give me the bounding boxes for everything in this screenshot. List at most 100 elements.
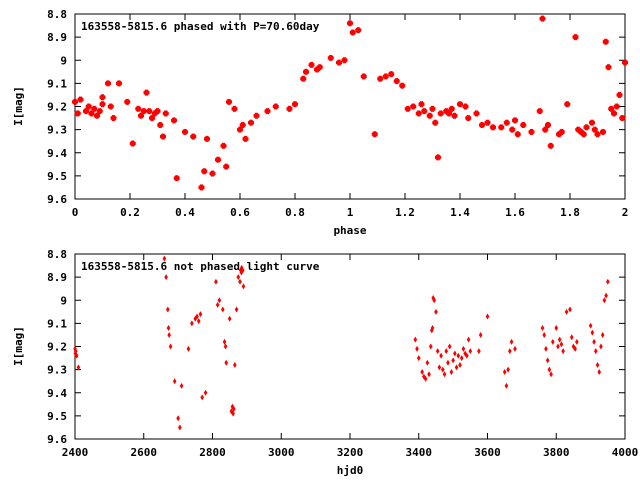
data-point	[236, 274, 241, 281]
data-point	[416, 355, 421, 362]
data-point	[425, 359, 430, 366]
data-point	[542, 331, 547, 338]
y-tick-label: 9.3	[47, 364, 67, 377]
data-point	[429, 105, 436, 112]
data-point	[512, 117, 518, 124]
data-point	[196, 318, 201, 325]
x-tick-label: 2600	[131, 446, 158, 459]
data-point	[410, 103, 417, 110]
y-tick-label: 8.9	[47, 271, 67, 284]
data-point	[418, 101, 425, 108]
axis-ticks: 0 0.2 0.4 0.6 0.8 1 1.2 1.4 1.6 1.8 2 8.8 8.9 9 9.1 9.2…	[47, 8, 628, 219]
y-tick-label: 9	[60, 294, 67, 307]
data-point	[459, 355, 464, 362]
data-point	[72, 98, 78, 105]
data-point	[547, 366, 552, 373]
data-point	[74, 352, 79, 359]
x-tick-label: 3000	[268, 446, 295, 459]
data-point	[74, 110, 81, 117]
data-point	[554, 325, 559, 331]
data-point	[468, 348, 473, 355]
x-tick-label: 1.2	[395, 206, 415, 219]
data-point	[558, 128, 565, 135]
data-point	[314, 66, 320, 73]
data-point	[316, 64, 323, 71]
data-point	[138, 112, 144, 119]
data-point	[399, 82, 406, 89]
y-tick-label: 9.3	[47, 124, 67, 137]
data-point	[602, 38, 609, 45]
data-point	[420, 368, 424, 375]
data-point	[502, 368, 507, 375]
data-point	[167, 331, 171, 338]
data-point	[99, 101, 106, 108]
data-point	[602, 297, 607, 304]
y-tick-label: 9.5	[47, 170, 67, 183]
data-point	[227, 315, 232, 322]
data-point	[557, 336, 562, 343]
data-point	[238, 278, 242, 285]
data-point	[308, 61, 315, 68]
data-point	[465, 352, 469, 359]
data-point	[595, 362, 600, 368]
data-point	[176, 415, 180, 422]
data-point	[382, 73, 389, 80]
x-tick-label: 4000	[612, 446, 639, 459]
data-point	[503, 119, 510, 126]
data-point	[441, 366, 445, 373]
data-point	[462, 103, 469, 110]
x-tick-label: 1.4	[450, 206, 470, 219]
data-point	[551, 338, 555, 345]
y-tick-label: 8.8	[47, 8, 67, 21]
data-point	[85, 103, 92, 110]
data-point	[597, 368, 602, 375]
data-point	[590, 329, 595, 336]
data-point	[479, 122, 485, 128]
data-point	[458, 362, 462, 368]
x-tick-label: 1	[347, 206, 354, 219]
y-tick-label: 9.2	[47, 101, 67, 114]
data-point	[542, 126, 549, 133]
data-point	[442, 371, 447, 378]
data-point	[327, 54, 334, 61]
y-tick-label: 9	[60, 54, 67, 67]
data-point	[404, 105, 411, 112]
data-point	[168, 343, 173, 350]
data-point	[223, 163, 230, 170]
data-point	[540, 325, 545, 331]
data-point	[83, 108, 89, 115]
data-point	[556, 131, 562, 138]
data-point	[606, 278, 610, 285]
y-tick-label: 9.2	[47, 341, 67, 354]
data-point	[600, 128, 606, 135]
data-point	[143, 89, 150, 96]
data-point	[622, 59, 628, 66]
data-point	[454, 364, 459, 371]
data-point	[221, 306, 225, 313]
y-tick-label: 9.5	[47, 410, 67, 423]
x-tick-label: 3400	[406, 446, 433, 459]
data-point	[616, 91, 623, 98]
data-point	[204, 135, 210, 142]
data-point	[303, 68, 309, 75]
y-axis-label: I[mag]	[12, 86, 25, 126]
data-point	[613, 103, 620, 110]
data-point	[96, 108, 103, 115]
data-point	[146, 108, 153, 115]
data-point	[157, 122, 164, 128]
data-point	[151, 110, 158, 117]
data-point	[166, 306, 170, 313]
data-point	[484, 119, 491, 126]
data-point	[513, 345, 517, 352]
data-point	[231, 410, 235, 417]
data-point	[437, 110, 444, 117]
data-point	[393, 78, 400, 85]
data-point	[572, 34, 579, 41]
data-point	[73, 348, 78, 355]
data-point	[214, 278, 218, 285]
data-point	[466, 336, 471, 343]
data-point	[427, 371, 431, 378]
data-point	[421, 108, 428, 115]
data-point	[514, 131, 521, 138]
data-point	[209, 170, 216, 177]
